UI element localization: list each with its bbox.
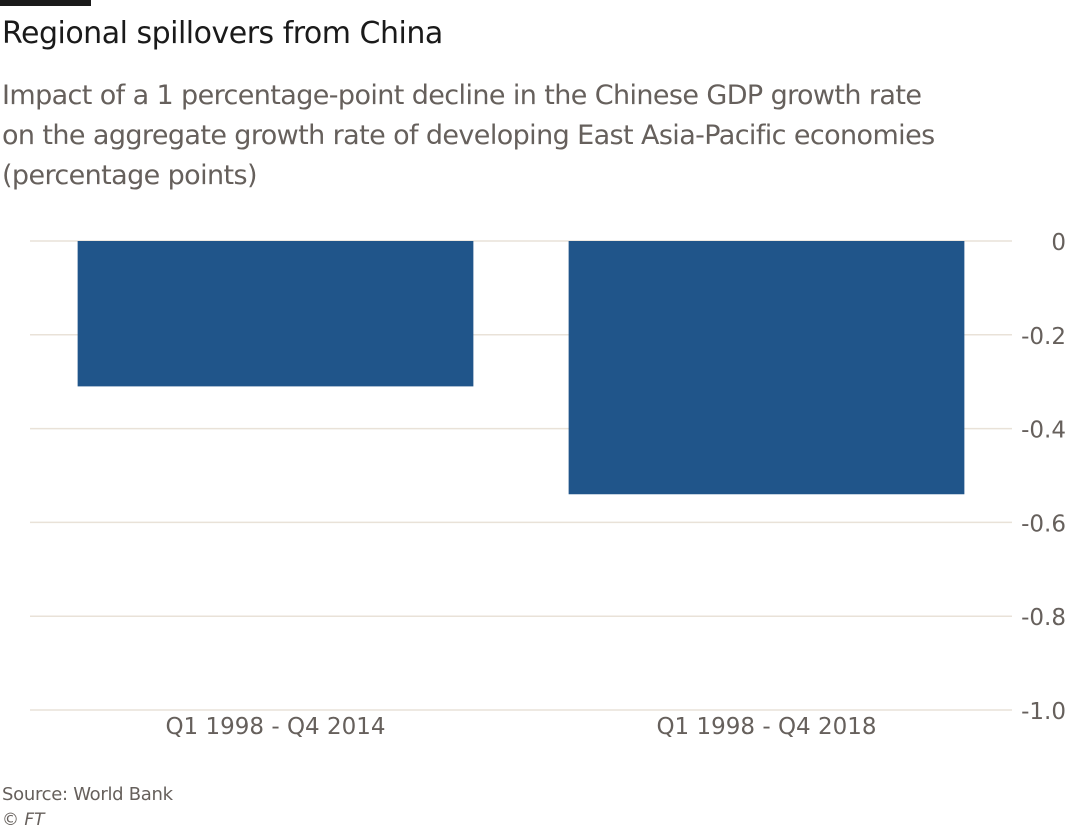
bar xyxy=(568,241,965,495)
chart-title: Regional spillovers from China xyxy=(2,16,443,51)
x-tick-label: Q1 1998 - Q4 2018 xyxy=(656,714,876,740)
y-tick-label: -0.8 xyxy=(1021,605,1066,631)
y-tick-label: 0 xyxy=(1051,230,1066,256)
source-note: Source: World Bank xyxy=(2,784,173,805)
y-tick-label: -0.4 xyxy=(1021,418,1066,444)
subtitle-line-2: on the aggregate growth rate of developi… xyxy=(2,120,935,151)
chart-subtitle: Impact of a 1 percentage-point decline i… xyxy=(2,76,1062,196)
bars xyxy=(77,241,965,495)
x-tick-label: Q1 1998 - Q4 2014 xyxy=(165,714,385,740)
y-axis-ticks: 0 -0.2 -0.4 -0.6 -0.8 -1.0 xyxy=(1021,230,1066,725)
subtitle-line-1: Impact of a 1 percentage-point decline i… xyxy=(2,80,922,111)
copyright-credit: © FT xyxy=(2,810,45,830)
subtitle-line-3: (percentage points) xyxy=(2,160,257,191)
x-axis-ticks: Q1 1998 - Q4 2014 Q1 1998 - Q4 2018 xyxy=(165,714,876,740)
bar xyxy=(77,241,474,387)
bar-chart: 0-0.2-0.4-0.6-0.8-1.0 Q1 1998 - Q4 2014 Q… xyxy=(30,230,1066,740)
y-tick-label: -1.0 xyxy=(1021,699,1066,725)
y-tick-label: -0.2 xyxy=(1021,324,1066,350)
y-tick-label: -0.6 xyxy=(1021,511,1066,537)
ft-brand-bar xyxy=(0,0,91,6)
